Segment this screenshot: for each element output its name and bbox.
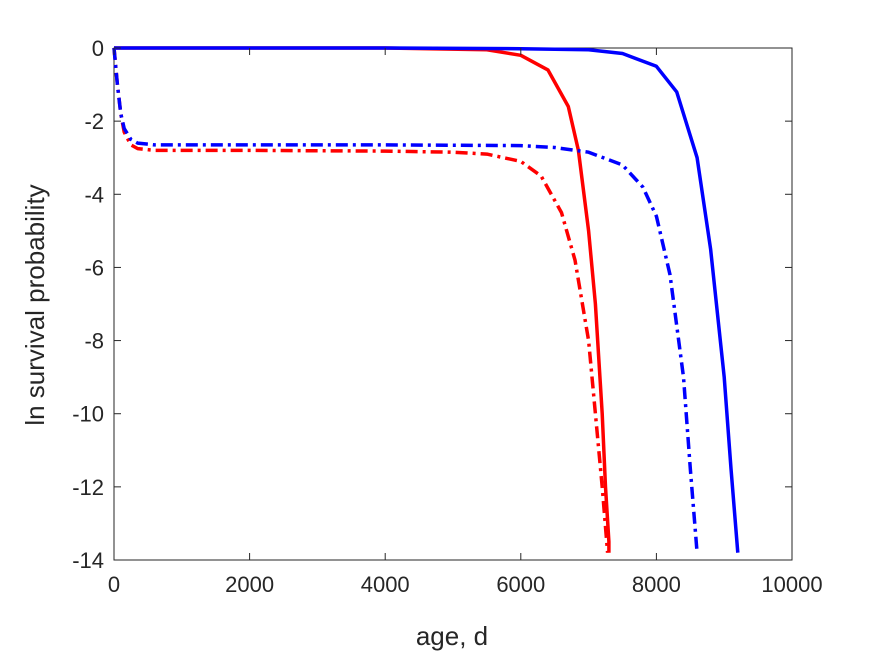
x-axis-label: age, d bbox=[416, 621, 488, 651]
y-tick-label: -8 bbox=[84, 329, 104, 354]
x-tick-label: 10000 bbox=[761, 572, 822, 597]
y-tick-label: 0 bbox=[92, 36, 104, 61]
y-tick-label: -10 bbox=[72, 402, 104, 427]
x-tick-label: 6000 bbox=[496, 572, 545, 597]
series-line-4 bbox=[112, 47, 699, 553]
y-tick-label: -2 bbox=[84, 109, 104, 134]
axes-box bbox=[113, 47, 793, 561]
plot-area bbox=[113, 47, 793, 561]
y-tick-label: -14 bbox=[72, 548, 104, 573]
y-tick-label: -4 bbox=[84, 182, 104, 207]
x-tick-label: 8000 bbox=[632, 572, 681, 597]
y-axis-label: ln survival probability bbox=[20, 184, 50, 425]
y-tick-label: -12 bbox=[72, 475, 104, 500]
series-line-3 bbox=[112, 47, 610, 553]
x-tick-label: 4000 bbox=[361, 572, 410, 597]
x-tick-label: 2000 bbox=[225, 572, 274, 597]
x-tick-label: 0 bbox=[108, 572, 120, 597]
y-tick-label: -6 bbox=[84, 255, 104, 280]
ticks-layer: 0 2000 4000 6000 8000 10000 0 -2 -4 -6 -8 -10 -12 -14 bbox=[72, 36, 822, 597]
